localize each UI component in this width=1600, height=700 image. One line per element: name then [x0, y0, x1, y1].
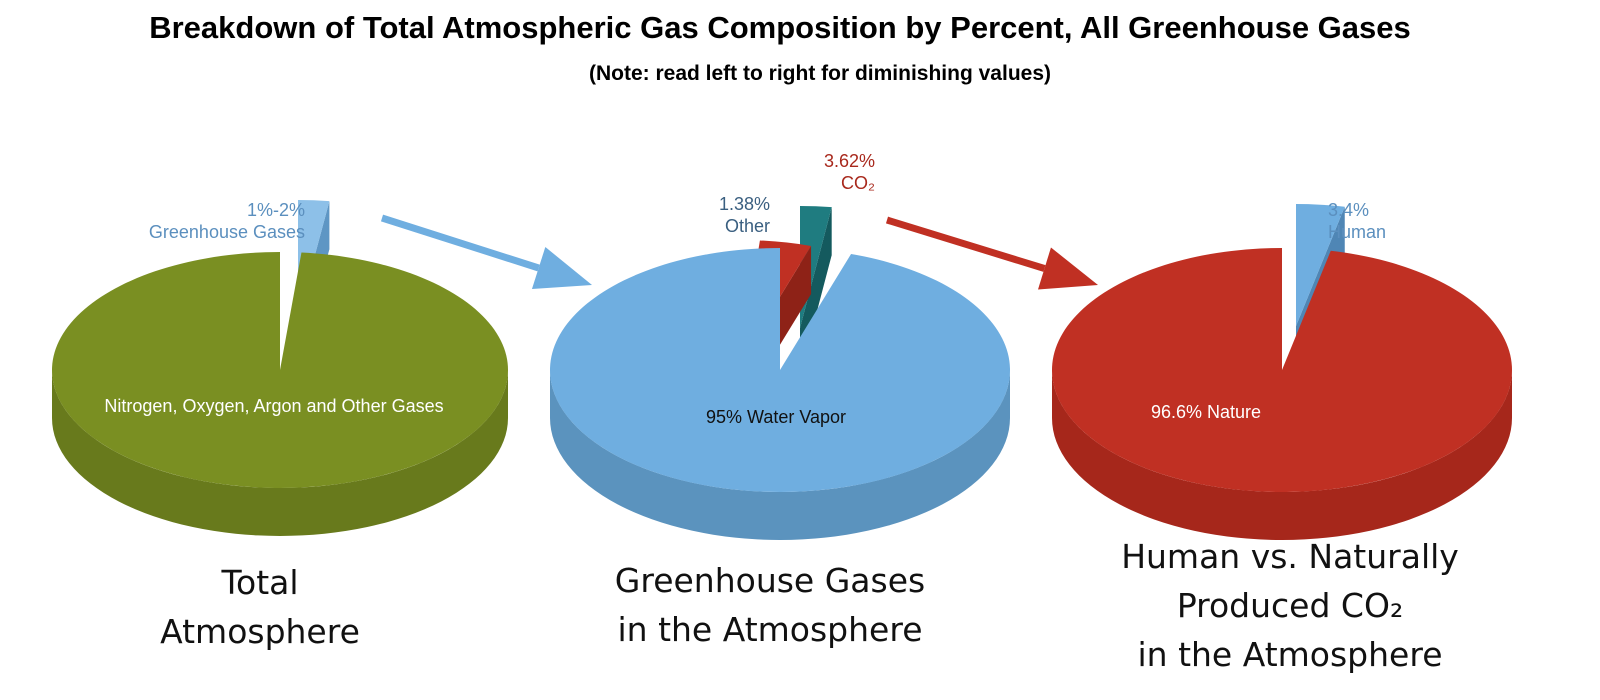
chart-subtitle: (Note: read left to right for diminishin… [588, 62, 1052, 85]
caption-line: Atmosphere [160, 612, 360, 651]
arrow-head [1038, 247, 1098, 290]
slice-side [550, 370, 1010, 540]
arrow-shaft [885, 216, 1046, 272]
pie-chart-0: Nitrogen, Oxygen, Argon and Other Gases 1… [52, 200, 509, 536]
caption-line: Greenhouse Gases [614, 561, 926, 600]
pie-slice [1052, 248, 1512, 493]
slice-label: 3.62% [824, 151, 875, 171]
caption-line: Total [221, 563, 299, 602]
slice-label: 95% Water Vapor [706, 407, 846, 427]
slice-label: 1%-2% [247, 200, 305, 220]
slice-label: Human [1328, 222, 1386, 242]
caption-greenhouse-gases: Greenhouse Gases in the Atmosphere [570, 556, 970, 654]
caption-line: Human vs. Naturally [1121, 537, 1459, 576]
arrow-head [531, 247, 592, 289]
slice-label: CO₂ [841, 173, 875, 193]
pie-slice [550, 248, 1011, 492]
caption-human-vs-nature: Human vs. Naturally Produced CO₂ in the … [1080, 532, 1500, 679]
slice-side [52, 370, 508, 536]
chart-title: Breakdown of Total Atmospheric Gas Compo… [149, 10, 1411, 45]
caption-line: Produced CO₂ [1176, 586, 1404, 625]
slice-label: 1.38% [719, 194, 770, 214]
arrow-shaft [380, 214, 540, 272]
pie-slice [1296, 204, 1345, 326]
slice-label: Nitrogen, Oxygen, Argon and Other Gases [104, 396, 443, 416]
caption-total-atmosphere: Total Atmosphere [110, 558, 410, 656]
pie-slice [52, 252, 509, 488]
pie-chart-2: 96.6% Nature 3.4%Human [1052, 200, 1512, 540]
slice-side [1052, 370, 1512, 540]
slice-label: 3.4% [1328, 200, 1369, 220]
caption-line: in the Atmosphere [1137, 635, 1443, 674]
pie-chart-1: 95% Water Vapor 1.38%Other 3.62%CO₂ [550, 151, 1011, 540]
caption-line: in the Atmosphere [617, 610, 923, 649]
slice-label: Other [725, 216, 770, 236]
slice-label: Greenhouse Gases [149, 222, 305, 242]
slice-label: 96.6% Nature [1151, 402, 1261, 422]
